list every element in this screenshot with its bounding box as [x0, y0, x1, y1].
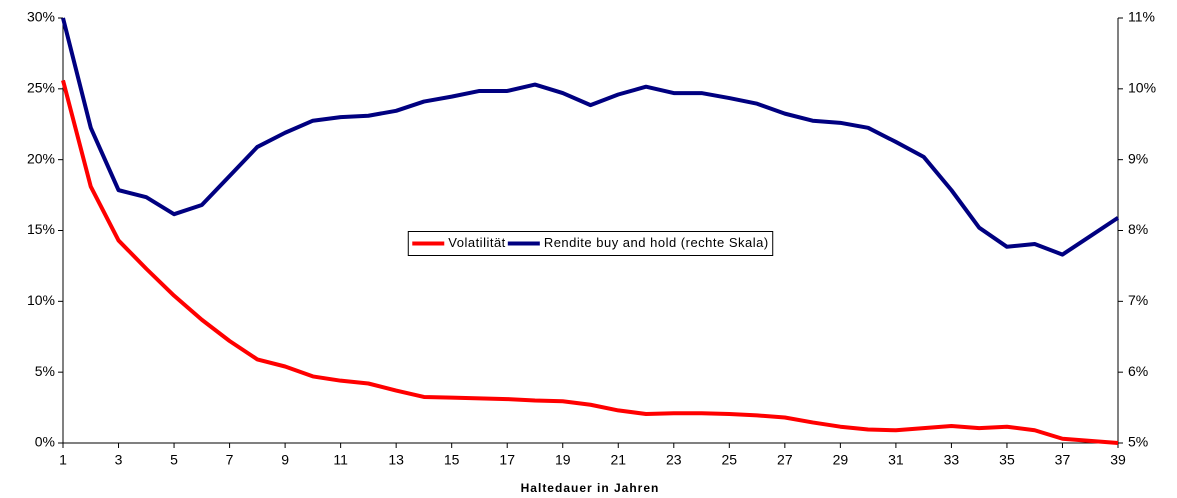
legend: Volatilität Rendite buy and hold (rechte …	[407, 231, 774, 256]
x-tick-label: 31	[888, 452, 904, 468]
x-tick-label: 37	[1055, 452, 1071, 468]
y-tick-label: 30%	[27, 9, 55, 25]
x-tick-label: 17	[499, 452, 515, 468]
x-tick-label: 7	[226, 452, 234, 468]
x-tick-label: 33	[944, 452, 960, 468]
x-axis-label: Haltedauer in Jahren	[521, 481, 660, 495]
x-tick-label: 27	[777, 452, 793, 468]
y2-tick-label: 10%	[1128, 80, 1156, 96]
x-tick-label: 35	[999, 452, 1015, 468]
x-tick-label: 39	[1110, 452, 1126, 468]
y-tick-label: 5%	[35, 363, 55, 379]
x-tick-label: 5	[170, 452, 178, 468]
x-tick-label: 13	[388, 452, 404, 468]
y-tick-label: 10%	[27, 292, 55, 308]
y-tick-label: 20%	[27, 150, 55, 166]
y2-tick-label: 9%	[1128, 150, 1148, 166]
y2-tick-label: 6%	[1128, 363, 1148, 379]
y2-tick-label: 7%	[1128, 292, 1148, 308]
legend-box	[407, 231, 774, 256]
x-tick-label: 19	[555, 452, 571, 468]
y2-tick-label: 8%	[1128, 221, 1148, 237]
x-tick-label: 25	[722, 452, 738, 468]
y2-tick-label: 5%	[1128, 434, 1148, 450]
x-tick-label: 23	[666, 452, 682, 468]
y-tick-label: 25%	[27, 80, 55, 96]
y-tick-label: 15%	[27, 221, 55, 237]
legend-label: Volatilität	[448, 235, 506, 250]
x-tick-label: 1	[59, 452, 67, 468]
x-tick-label: 11	[333, 452, 348, 468]
x-tick-label: 15	[444, 452, 460, 468]
x-tick-label: 29	[833, 452, 849, 468]
y-tick-label: 0%	[35, 434, 55, 450]
x-tick-label: 9	[281, 452, 289, 468]
x-tick-label: 21	[610, 452, 626, 468]
legend-label: Rendite buy and hold (rechte Skala)	[544, 235, 769, 250]
x-tick-label: 3	[115, 452, 123, 468]
y2-tick-label: 11%	[1128, 9, 1155, 25]
series-line	[61, 79, 1119, 445]
series-line	[61, 17, 1120, 257]
